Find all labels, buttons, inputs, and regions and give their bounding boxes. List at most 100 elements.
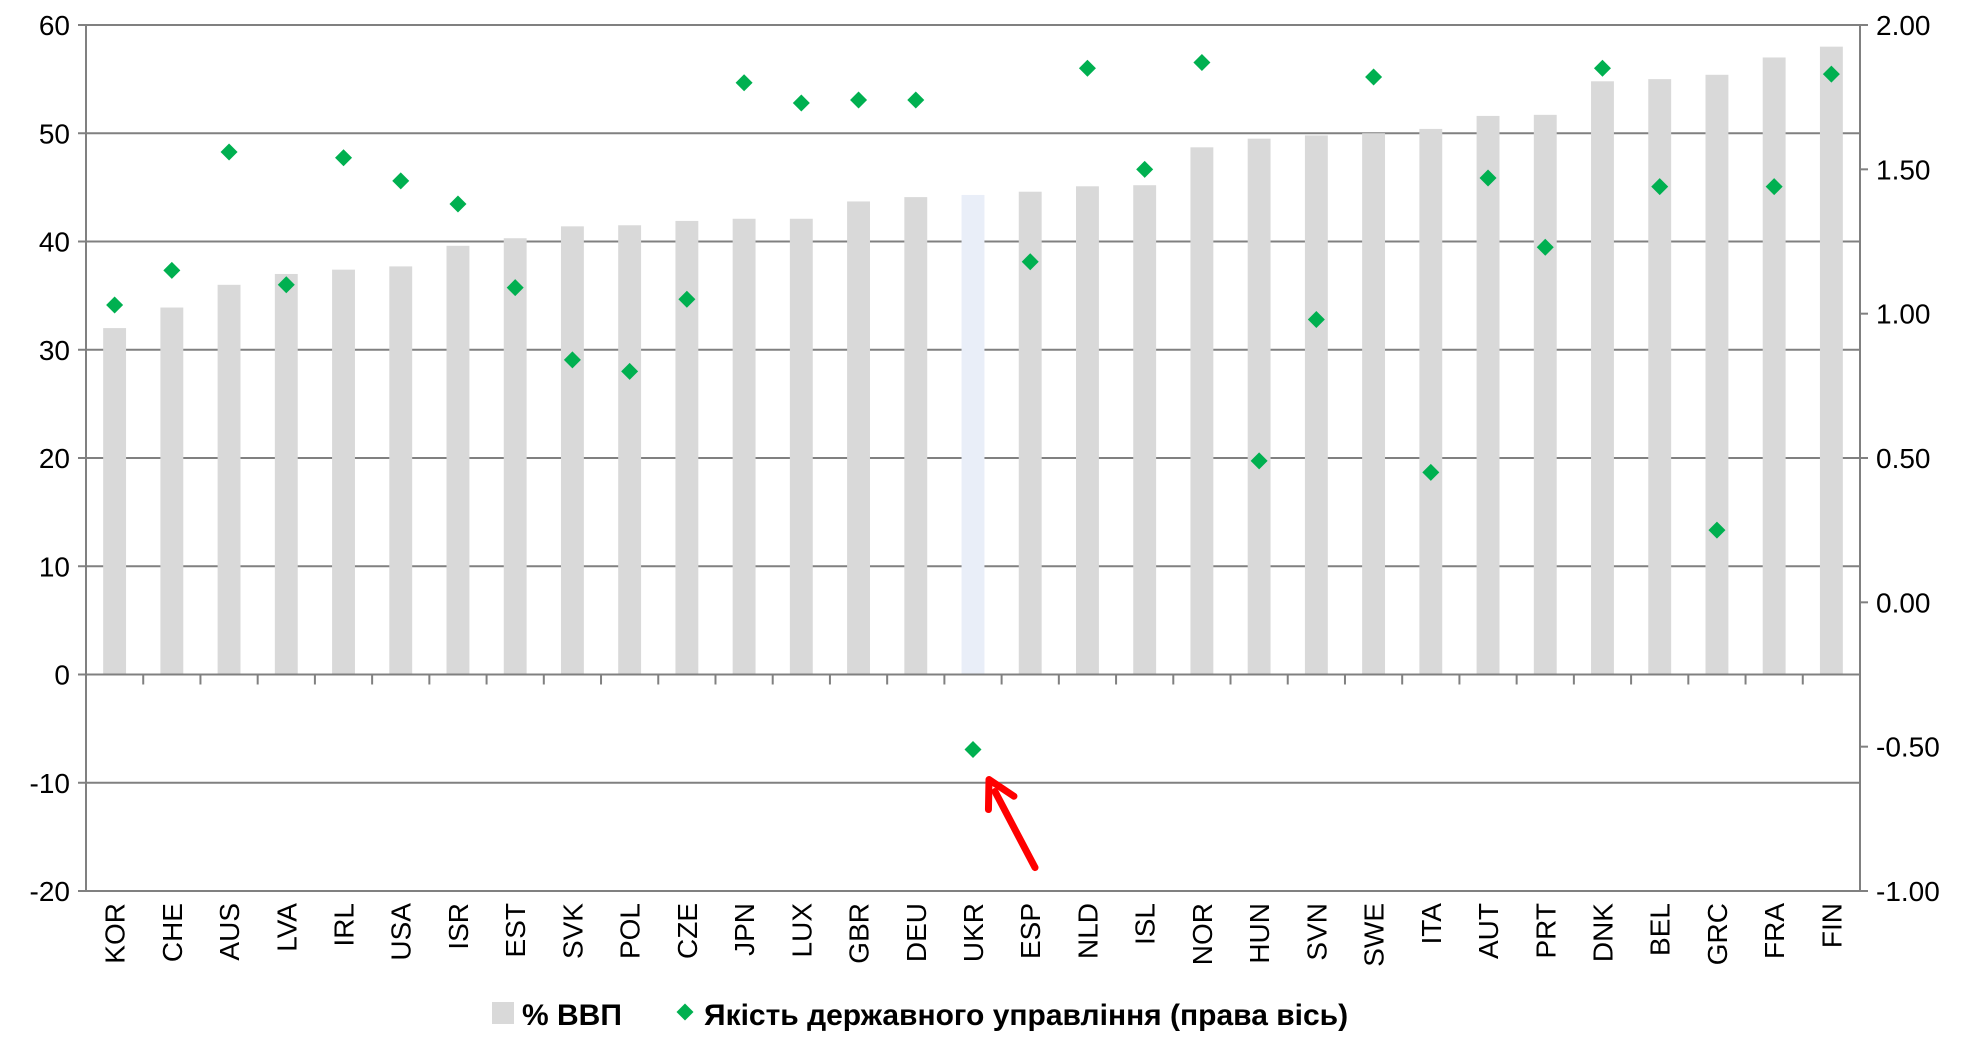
bar-irl (332, 269, 355, 675)
bar-isr (446, 245, 470, 675)
category-label-usa: USA (386, 903, 417, 961)
marker-aut (1479, 169, 1497, 187)
bar-isl (1133, 185, 1157, 675)
right-tick-label: -1.00 (1876, 876, 1940, 907)
marker-isl (1136, 160, 1154, 178)
marker-grc (1708, 521, 1726, 539)
annotation-layer (984, 776, 1039, 872)
category-label-dnk: DNK (1587, 903, 1618, 962)
category-label-isl: ISL (1130, 903, 1161, 945)
right-tick-label: 0.00 (1876, 587, 1931, 618)
left-tick-label: -10 (30, 768, 70, 799)
category-label-nor: NOR (1187, 903, 1218, 965)
category-label-isr: ISR (443, 903, 474, 950)
marker-ita (1422, 463, 1440, 481)
bar-aut (1476, 115, 1500, 675)
annotation-arrow-shaft (991, 788, 1039, 872)
category-label-svn: SVN (1301, 903, 1332, 961)
marker-che (163, 261, 181, 279)
category-label-lux: LUX (786, 903, 817, 958)
marker-fin (1822, 65, 1840, 83)
bar-che (160, 307, 184, 675)
left-tick-label: 30 (39, 335, 70, 366)
category-label-esp: ESP (1015, 903, 1046, 959)
category-label-ukr: UKR (958, 903, 989, 962)
bar-bel (1648, 79, 1672, 675)
marker-gbr (850, 91, 868, 109)
left-tick-label: 40 (39, 227, 70, 258)
left-tick-label: 60 (39, 10, 70, 41)
marker-isr (449, 195, 467, 213)
bar-dnk (1591, 81, 1614, 675)
marker-aus (220, 143, 238, 161)
left-tick-label: 10 (39, 551, 70, 582)
category-label-lva: LVA (271, 903, 302, 952)
category-label-irl: IRL (329, 903, 360, 947)
marker-cze (678, 290, 696, 308)
bar-deu (904, 197, 928, 675)
category-label-gbr: GBR (844, 903, 875, 964)
marker-irl (335, 149, 353, 167)
left-tick-label: 50 (39, 118, 70, 149)
marker-deu (907, 91, 925, 109)
bar-gbr (847, 201, 870, 675)
category-label-cze: CZE (672, 903, 703, 959)
category-label-kor: KOR (100, 903, 131, 964)
category-label-che: CHE (157, 903, 188, 962)
legend-label-bar: % ВВП (522, 999, 622, 1032)
right-tick-label: 1.50 (1876, 154, 1931, 185)
bar-fin (1819, 46, 1843, 675)
category-label-svk: SVK (557, 903, 588, 959)
marker-prt (1536, 238, 1554, 256)
category-label-swe: SWE (1359, 903, 1390, 967)
marker-ukr (964, 741, 982, 759)
bar-svn (1304, 135, 1328, 675)
category-label-pol: POL (615, 903, 646, 959)
bar-lva (274, 273, 298, 675)
right-tick-label: 1.00 (1876, 299, 1931, 330)
category-label-fin: FIN (1816, 903, 1847, 948)
bar-cze (675, 220, 699, 675)
marker-nor (1193, 54, 1211, 72)
category-label-fra: FRA (1759, 903, 1790, 959)
marker-jpn (735, 74, 753, 92)
marker-pol (621, 362, 639, 380)
left-tick-label: 20 (39, 443, 70, 474)
axis-layer: -20 -10 0 10 20 30 40 50 60 -1.00 -0.50 0.00 0.50 1.0… (30, 10, 1940, 967)
right-tick-label: -0.50 (1876, 732, 1940, 763)
category-label-jpn: JPN (729, 903, 760, 956)
bar-aus (217, 284, 241, 675)
legend: % ВВП Якість державного управління (прав… (492, 999, 1348, 1032)
bar-fra (1762, 57, 1786, 675)
legend-swatch-marker (676, 1003, 694, 1021)
marker-lva (277, 276, 295, 294)
bar-grc (1705, 74, 1729, 675)
annotation-arrow-head (984, 776, 1018, 814)
bar-hun (1247, 138, 1271, 675)
bar-nor (1190, 147, 1214, 675)
category-label-nld: NLD (1072, 903, 1103, 959)
bar-pol (618, 225, 642, 675)
left-tick-label: 0 (54, 660, 70, 691)
category-label-prt: PRT (1530, 903, 1561, 959)
category-label-est: EST (500, 903, 531, 957)
category-label-deu: DEU (901, 903, 932, 962)
marker-dnk (1593, 59, 1611, 77)
marker-usa (392, 172, 410, 190)
bar-est (503, 238, 527, 675)
right-tick-label: 0.50 (1876, 443, 1931, 474)
bar-ukr (961, 194, 985, 675)
marker-lux (792, 94, 810, 112)
marker-kor (106, 296, 124, 314)
bar-nld (1076, 186, 1099, 675)
left-tick-label: -20 (30, 876, 70, 907)
legend-swatch-bar (492, 1002, 514, 1024)
bar-esp (1018, 191, 1042, 675)
bar-swe (1362, 133, 1386, 675)
marker-bel (1651, 178, 1669, 196)
category-label-grc: GRC (1702, 903, 1733, 965)
category-label-ita: ITA (1416, 903, 1447, 945)
category-label-aut: AUT (1473, 903, 1504, 959)
marker-swe (1365, 68, 1383, 86)
